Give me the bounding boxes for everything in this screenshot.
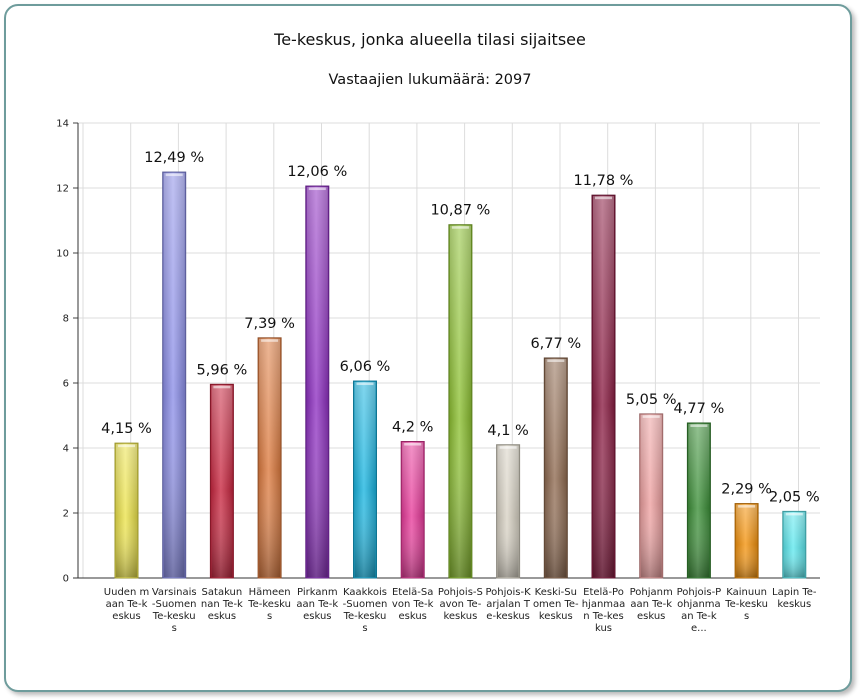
bar-value-label: 2,29 % — [721, 482, 772, 498]
bar-shine — [306, 187, 328, 578]
bar-shine — [640, 414, 662, 577]
bar-value-label: 6,77 % — [530, 336, 581, 352]
y-tick-label: 2 — [63, 509, 69, 520]
x-category-label: Hämeen Te-keskus — [248, 587, 291, 622]
x-category-label: Pohjois-Savon Te-keskus — [437, 587, 483, 622]
bar-highlight — [261, 339, 279, 342]
bar-highlight — [213, 385, 231, 389]
bar-value-label: 10,87 % — [430, 203, 490, 219]
x-category-label: Etelä-Pohjanmaan Te-keskus — [581, 587, 626, 634]
bar-highlight — [118, 444, 135, 448]
y-tick-label: 6 — [63, 379, 69, 390]
bar-highlight — [595, 196, 612, 200]
bar-shine — [497, 445, 519, 577]
bar-highlight — [547, 359, 565, 362]
bar-shine — [545, 358, 567, 577]
bar-highlight — [308, 187, 326, 191]
bar-value-label: 5,05 % — [626, 392, 677, 408]
bar-value-label: 7,39 % — [244, 316, 295, 332]
bar-shine — [736, 504, 758, 577]
x-category-label: Kainuun Te-keskus — [725, 587, 768, 622]
bar-highlight — [165, 173, 183, 177]
bar-shine — [449, 225, 471, 577]
x-category-label: Varsinais-Suomen Te-keskus — [151, 587, 197, 634]
y-tick-label: 4 — [63, 444, 69, 455]
x-category-label: Keski-Suomen Te-keskus — [532, 587, 579, 622]
y-tick-label: 0 — [63, 574, 69, 585]
bar-value-label: 12,49 % — [144, 150, 204, 166]
bar-value-label: 2,05 % — [769, 489, 820, 505]
y-tick-label: 10 — [56, 249, 69, 260]
bar-shine — [354, 382, 376, 577]
x-category-label: Kaakkois-Suomen Te-keskus — [342, 587, 388, 634]
bar-value-label: 12,06 % — [287, 164, 347, 180]
bar-highlight — [642, 415, 660, 418]
chart-title: Te-keskus, jonka alueella tilasi sijaits… — [274, 30, 586, 49]
bar-shine — [259, 338, 281, 577]
bar-shine — [783, 512, 805, 577]
x-category-label: Pirkanmaan Te-keskus — [296, 587, 339, 622]
bar-shine — [593, 196, 614, 577]
bar-highlight — [738, 505, 756, 508]
x-category-label: Satakunnan Te-keskus — [200, 587, 243, 622]
bar-value-label: 11,78 % — [574, 173, 634, 189]
bar-value-label: 5,96 % — [197, 362, 248, 378]
bar-shine — [688, 423, 710, 577]
bar-shine — [163, 173, 185, 577]
x-category-label: Lapin Te-keskus — [772, 587, 817, 610]
bar-highlight — [499, 446, 517, 449]
y-tick-label: 14 — [56, 119, 69, 130]
bar-shine — [402, 442, 424, 577]
bar-value-label: 4,15 % — [101, 421, 152, 437]
x-category-label: Uuden maan Te-keskus — [103, 587, 150, 622]
y-tick-label: 12 — [56, 184, 69, 195]
x-category-label: Pohjois-Karjalan Te-keskus — [485, 587, 531, 622]
bar-value-label: 4,2 % — [392, 420, 433, 436]
x-category-label: Pohjois-Pohjanmaan Te-ke... — [676, 587, 722, 634]
bar-highlight — [451, 226, 469, 229]
bar-shine — [116, 444, 137, 577]
chart-subtitle: Vastaajien lukumäärä: 2097 — [328, 72, 532, 88]
bar-highlight — [785, 512, 803, 516]
bar-value-label: 4,1 % — [487, 423, 528, 439]
bar-highlight — [690, 424, 708, 427]
bar-value-label: 4,77 % — [674, 401, 725, 417]
bar-value-label: 6,06 % — [340, 359, 391, 375]
bar-highlight — [356, 382, 374, 386]
bar-shine — [211, 385, 233, 577]
x-category-label: Etelä-Savon Te-keskus — [391, 587, 434, 622]
x-category-label: Pohjanmaan Te-keskus — [629, 587, 673, 622]
y-tick-label: 8 — [63, 314, 69, 325]
bar-highlight — [404, 443, 422, 446]
